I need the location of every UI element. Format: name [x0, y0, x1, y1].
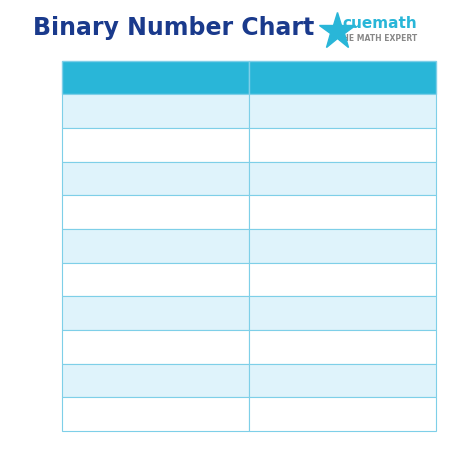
Text: 1: 1	[150, 102, 161, 120]
Text: Binary Number: Binary Number	[266, 68, 419, 87]
Text: Binary Number Chart: Binary Number Chart	[33, 16, 314, 40]
Text: 1: 1	[337, 102, 348, 120]
Text: 100: 100	[326, 203, 359, 221]
Text: 5: 5	[149, 237, 161, 255]
Text: cuemath: cuemath	[342, 16, 417, 31]
Text: 111: 111	[326, 304, 359, 322]
Text: 3: 3	[149, 169, 161, 188]
Text: 6: 6	[150, 270, 161, 289]
Text: 9: 9	[149, 371, 161, 390]
Text: 1010: 1010	[320, 405, 365, 423]
Text: 101: 101	[326, 237, 359, 255]
Text: Decimal Number: Decimal Number	[71, 68, 239, 87]
Text: 2: 2	[149, 136, 161, 154]
Text: 10: 10	[331, 136, 354, 154]
Text: 7: 7	[149, 304, 161, 322]
Text: 1001: 1001	[320, 371, 365, 390]
Text: 110: 110	[326, 270, 359, 289]
Text: THE MATH EXPERT: THE MATH EXPERT	[337, 34, 417, 43]
Text: 4: 4	[149, 203, 161, 221]
Text: 10: 10	[144, 405, 166, 423]
Text: 11: 11	[331, 169, 354, 188]
Text: 8: 8	[150, 338, 161, 356]
Text: 1000: 1000	[320, 338, 365, 356]
